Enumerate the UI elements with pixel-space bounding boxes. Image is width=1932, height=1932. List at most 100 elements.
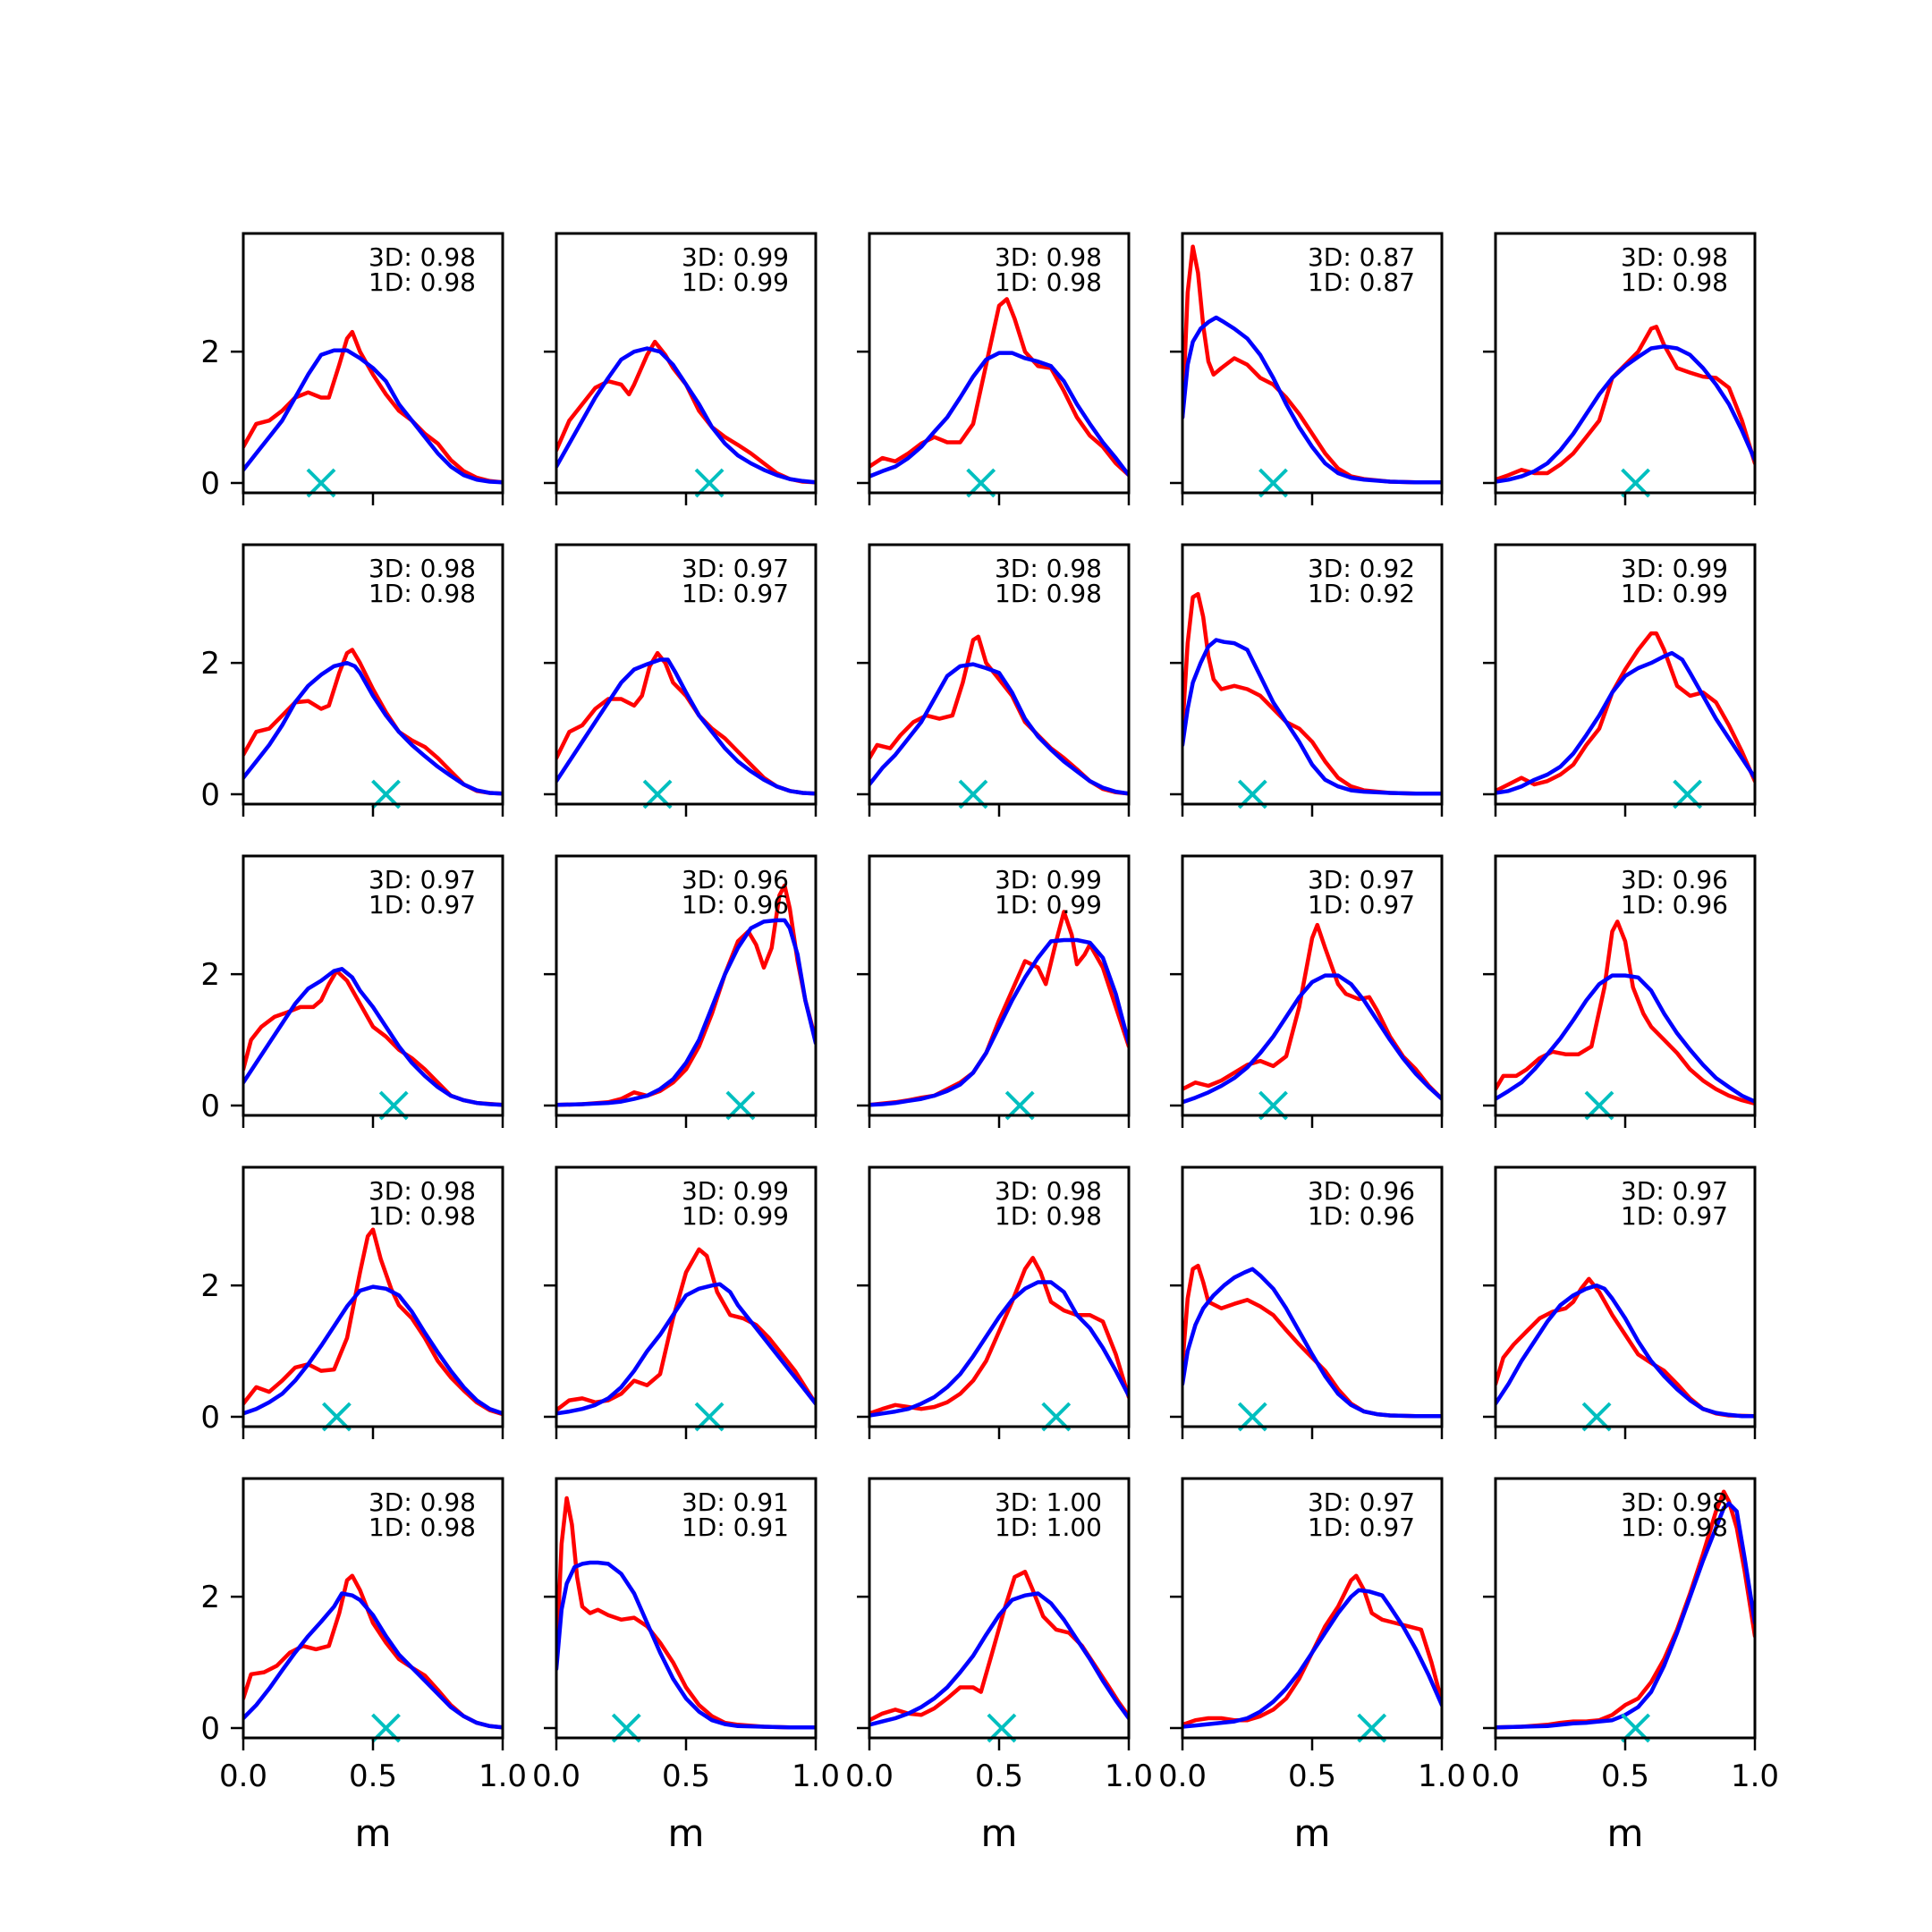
blue-curve [1182,1588,1442,1729]
y-tick-label: 2 [200,646,220,682]
stat-3d: 3D: 0.97 [682,554,789,583]
stat-1d: 1D: 1.00 [995,1513,1102,1542]
stat-1d: 1D: 0.98 [995,267,1102,297]
blue-curve [556,918,816,1107]
stat-1d: 1D: 0.96 [1308,1201,1415,1231]
y-tick-label: 0 [200,466,220,502]
plot-area [869,856,1129,1115]
x-axis-label: m [355,1811,392,1855]
blue-curve [1496,973,1755,1104]
stat-3d: 3D: 0.92 [1308,554,1415,583]
stat-1d: 1D: 0.98 [1621,1513,1728,1542]
blue-curve [556,346,816,485]
x-tick-label: 0.0 [532,1758,580,1794]
x-tick-label: 0.0 [845,1758,894,1794]
blue-curve [243,348,503,485]
series-group [869,634,1129,796]
x-axis-label: m [1607,1811,1644,1855]
stat-3d: 3D: 0.99 [682,242,789,272]
x-tick-label: 0.5 [1288,1758,1336,1794]
stat-1d: 1D: 0.99 [682,267,789,297]
y-tick-label: 2 [200,335,220,370]
stat-3d: 3D: 0.99 [995,865,1102,894]
x-tick-label: 0.0 [1158,1758,1207,1794]
blue-curve [243,660,503,796]
stat-1d: 1D: 0.98 [369,1513,476,1542]
blue-curve [1496,1501,1755,1730]
stat-1d: 1D: 0.98 [995,579,1102,608]
blue-curve [1182,973,1442,1105]
y-tick-label: 0 [200,1089,220,1124]
series-group [556,1496,816,1730]
stat-3d: 3D: 0.99 [682,1176,789,1206]
red-curve [1496,919,1755,1106]
plot-area [556,233,816,493]
series-group [1182,591,1442,796]
series-group [1496,919,1755,1106]
stat-1d: 1D: 0.98 [1621,267,1728,297]
series-group [1182,1263,1442,1419]
x-tick-label: 0.0 [219,1758,267,1794]
stat-1d: 1D: 0.99 [1621,579,1728,608]
x-tick-label: 1.0 [479,1758,527,1794]
stat-1d: 1D: 0.97 [369,890,476,919]
series-group [1182,244,1442,485]
series-group [869,1570,1129,1727]
x-axis-label: m [981,1811,1018,1855]
stat-3d: 3D: 0.98 [995,242,1102,272]
y-tick-label: 0 [200,1711,220,1747]
series-group [869,1256,1129,1418]
plot-area [1182,1479,1442,1738]
x-tick-label: 0.5 [349,1758,397,1794]
blue-curve [869,937,1129,1107]
blue-curve [556,1282,816,1416]
series-group [556,339,816,485]
y-tick-label: 0 [200,777,220,813]
x-tick-label: 1.0 [1418,1758,1466,1794]
y-tick-label: 2 [200,1268,220,1304]
plot-area [869,1479,1129,1738]
stat-3d: 3D: 0.87 [1308,242,1415,272]
stat-3d: 3D: 0.91 [682,1487,789,1517]
x-axis-label: m [1294,1811,1331,1855]
blue-curve [243,967,503,1107]
stat-3d: 3D: 0.98 [369,1176,476,1206]
series-group [243,1573,503,1730]
x-axis-label: m [668,1811,705,1855]
stat-1d: 1D: 0.97 [682,579,789,608]
stat-3d: 3D: 0.96 [682,865,789,894]
series-group [556,883,816,1107]
stat-3d: 3D: 0.96 [1621,865,1728,894]
plot-area [243,856,503,1115]
red-curve [243,1227,503,1417]
stat-3d: 3D: 0.97 [1621,1176,1728,1206]
stat-3d: 3D: 0.98 [369,242,476,272]
stat-3d: 3D: 0.98 [995,554,1102,583]
y-tick-label: 0 [200,1400,220,1436]
stat-1d: 1D: 0.98 [369,579,476,608]
red-curve [1496,631,1755,793]
stat-3d: 3D: 0.98 [369,1487,476,1517]
x-tick-label: 0.5 [975,1758,1023,1794]
x-tick-label: 0.5 [662,1758,710,1794]
blue-curve [1182,315,1442,485]
series-group [869,910,1129,1107]
plot-area [1182,1167,1442,1427]
series-group [556,1247,816,1416]
